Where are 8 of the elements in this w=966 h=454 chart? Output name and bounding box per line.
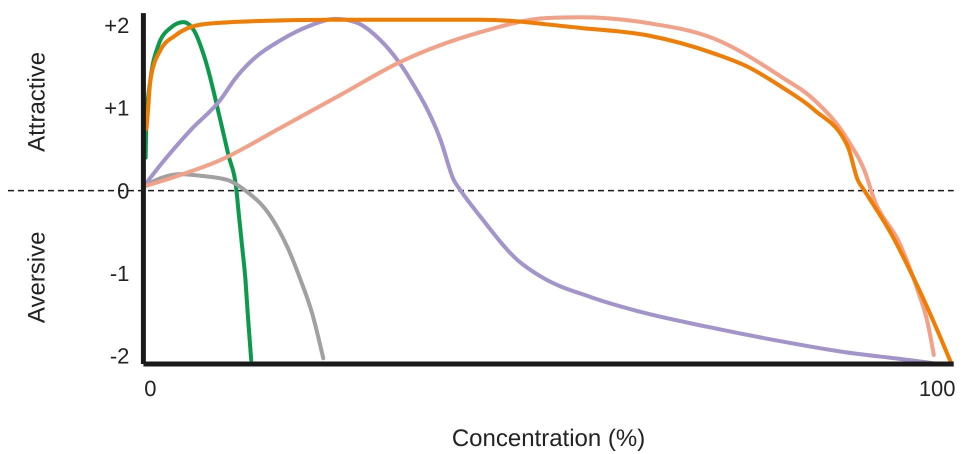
y-tick-label: +1	[104, 96, 130, 121]
y-tick-label: -1	[110, 260, 130, 286]
text: Aversive	[23, 232, 50, 324]
y-tick-label: +2	[104, 13, 130, 38]
x-axis-title: Concentration (%)	[452, 425, 646, 452]
y-tick-label: -2	[110, 343, 130, 368]
x-tick-label: 100	[918, 376, 956, 401]
text: Attractive	[23, 52, 50, 152]
